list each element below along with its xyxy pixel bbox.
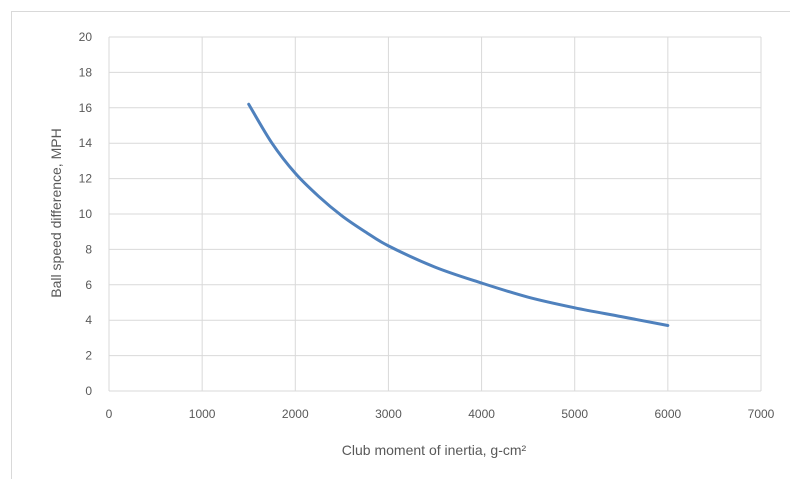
y-tick-label: 10 <box>79 207 93 221</box>
x-tick-label: 5000 <box>561 407 588 421</box>
y-tick-label: 20 <box>79 30 93 44</box>
x-tick-label: 6000 <box>655 407 682 421</box>
series-line <box>247 102 670 328</box>
y-axis-tick-labels: 0 2 4 6 8 10 12 14 16 18 20 <box>79 30 93 398</box>
y-tick-label: 16 <box>79 101 93 115</box>
x-tick-label: 2000 <box>282 407 309 421</box>
series-layer <box>247 102 670 328</box>
y-tick-label: 2 <box>85 349 92 363</box>
y-tick-label: 6 <box>85 278 92 292</box>
y-tick-label: 4 <box>85 313 92 327</box>
y-tick-label: 12 <box>79 172 93 186</box>
y-tick-label: 0 <box>85 384 92 398</box>
x-axis-title: Club moment of inertia, g-cm² <box>342 442 527 458</box>
y-tick-label: 14 <box>79 136 93 150</box>
x-tick-label: 1000 <box>189 407 216 421</box>
x-tick-label: 0 <box>106 407 113 421</box>
gridlines <box>108 36 762 392</box>
y-tick-label: 18 <box>79 65 93 79</box>
x-tick-label: 4000 <box>468 407 495 421</box>
chart-frame <box>11 11 790 479</box>
x-axis-tick-labels: 0 1000 2000 3000 4000 5000 6000 7000 <box>106 407 775 421</box>
x-tick-label: 7000 <box>748 407 775 421</box>
x-tick-label: 3000 <box>375 407 402 421</box>
y-axis-title: Ball speed difference, MPH <box>48 128 64 297</box>
y-tick-label: 8 <box>85 242 92 256</box>
